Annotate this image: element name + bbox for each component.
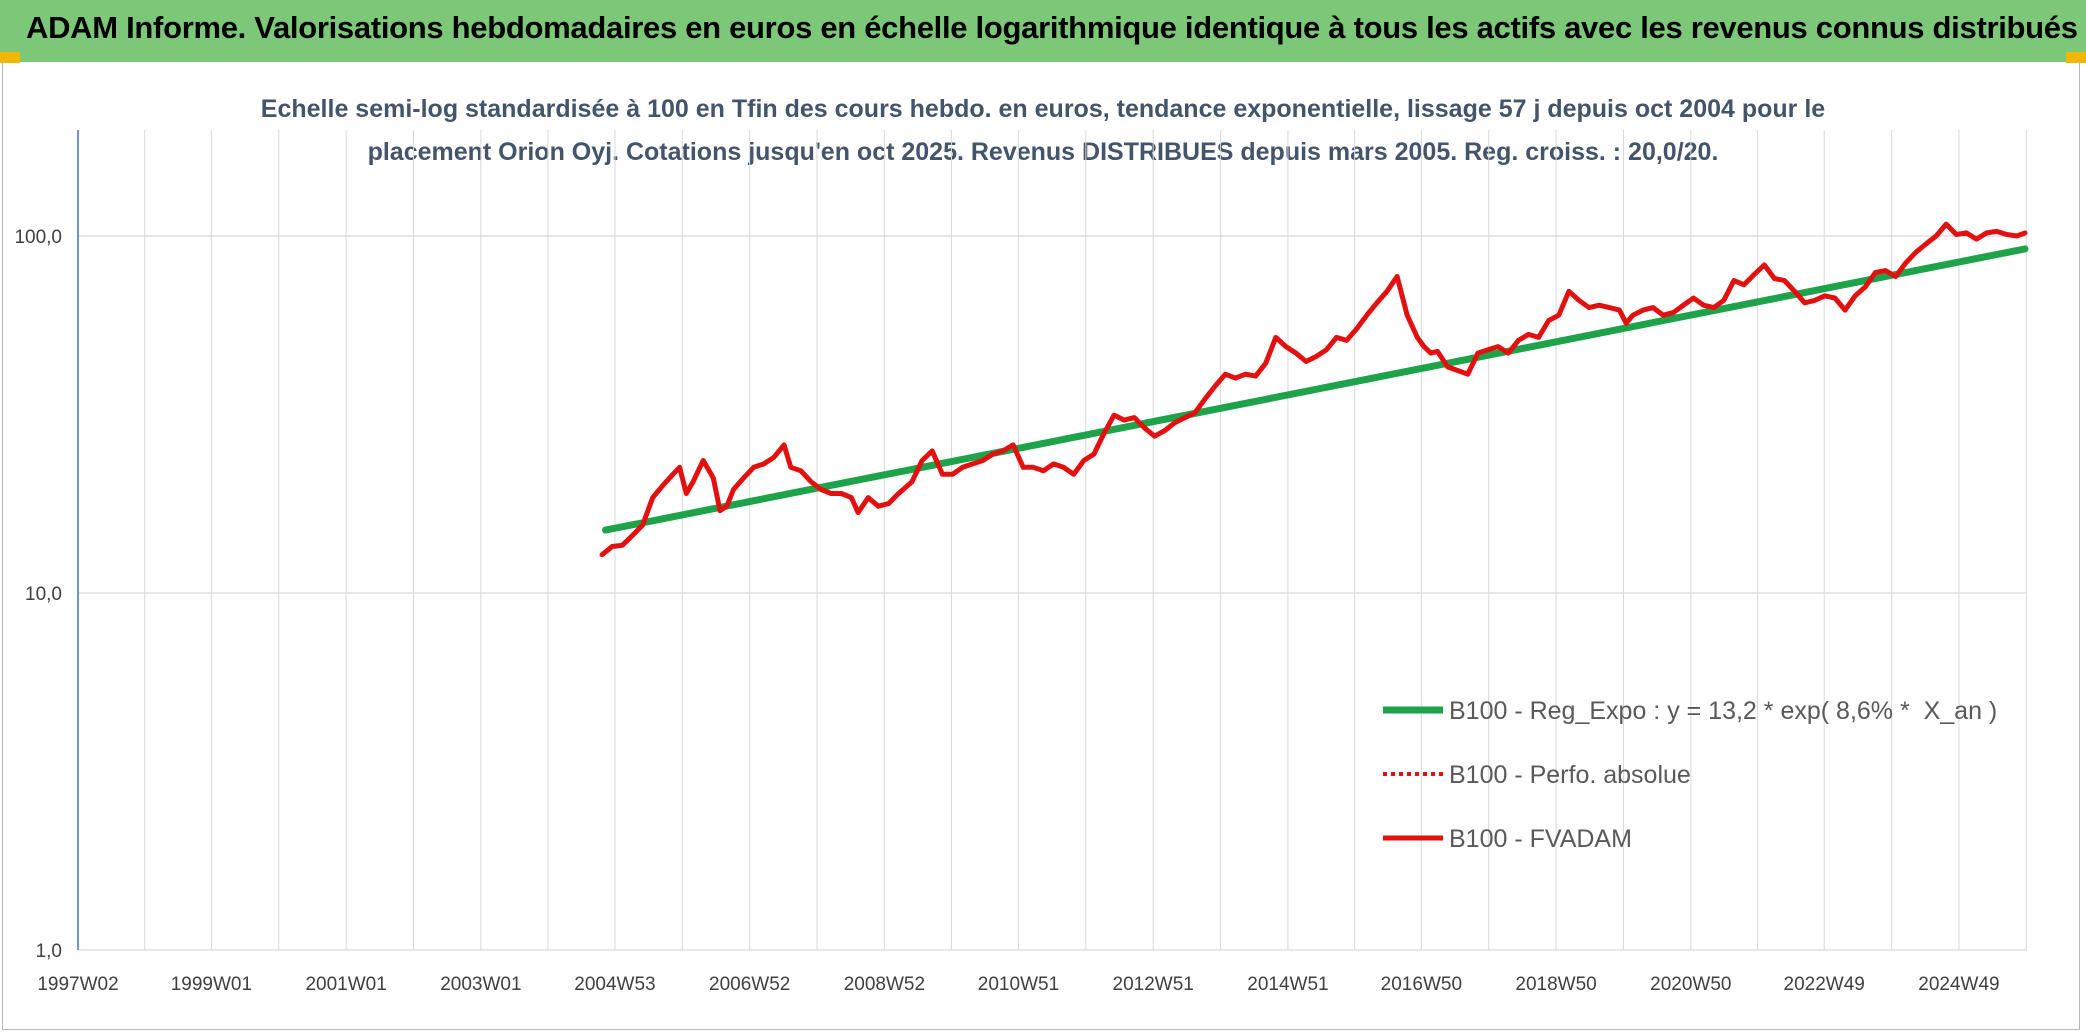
x-tick-label: 1999W01 xyxy=(171,974,252,995)
x-tick-label: 2012W51 xyxy=(1113,974,1194,995)
grid-layer xyxy=(77,130,2027,951)
x-tick-label: 2024W49 xyxy=(1918,974,1999,995)
x-tick-label: 2010W51 xyxy=(978,974,1059,995)
header-banner: ADAM Informe. Valorisations hebdomadaire… xyxy=(0,0,2086,62)
x-tick-label: 1997W02 xyxy=(37,974,118,995)
page-title: ADAM Informe. Valorisations hebdomadaire… xyxy=(26,10,2078,45)
legend-label-fvadam: B100 - FVADAM xyxy=(1449,825,1632,853)
x-tick-label: 2016W50 xyxy=(1381,974,1462,995)
x-tick-label: 2006W52 xyxy=(709,974,790,995)
legend-layer: B100 - Reg_Expo : y = 13,2 * exp( 8,6% *… xyxy=(1383,697,1997,853)
x-tick-label: 2020W50 xyxy=(1650,974,1731,995)
axis-layer: 1,0 10,0 100,0 1997W02 1999W01 2001W01 2003W01… xyxy=(14,130,2000,995)
y-tick-label: 100,0 xyxy=(14,227,62,248)
chart-frame xyxy=(2,62,2080,1030)
legend-label-perfo: B100 - Perfo. absolue xyxy=(1449,761,1691,789)
x-tick-label: 2022W49 xyxy=(1784,974,1865,995)
legend-label-trend: B100 - Reg_Expo : y = 13,2 * exp( 8,6% *… xyxy=(1449,697,1997,725)
x-tick-label: 2004W53 xyxy=(574,974,655,995)
subtitle-line-1: Echelle semi-log standardisée à 100 en T… xyxy=(260,95,1826,123)
corner-mark-left xyxy=(0,52,20,63)
series-line-trend xyxy=(602,245,2029,534)
x-tick-label: 2018W50 xyxy=(1515,974,1596,995)
x-tick-label: 2014W51 xyxy=(1247,974,1328,995)
corner-mark-right xyxy=(2066,52,2086,63)
y-tick-label: 10,0 xyxy=(25,584,62,605)
chart-subtitle: Echelle semi-log standardisée à 100 en T… xyxy=(0,88,2086,174)
series-layer xyxy=(599,221,2029,558)
x-tick-label: 2003W01 xyxy=(440,974,521,995)
y-tick-label: 1,0 xyxy=(36,941,62,962)
subtitle-line-2: placement Orion Oyj. Cotations jusqu'en … xyxy=(367,138,1719,166)
series-line-fvadam xyxy=(599,221,2028,558)
x-tick-label: 2008W52 xyxy=(844,974,925,995)
x-tick-label: 2001W01 xyxy=(305,974,386,995)
